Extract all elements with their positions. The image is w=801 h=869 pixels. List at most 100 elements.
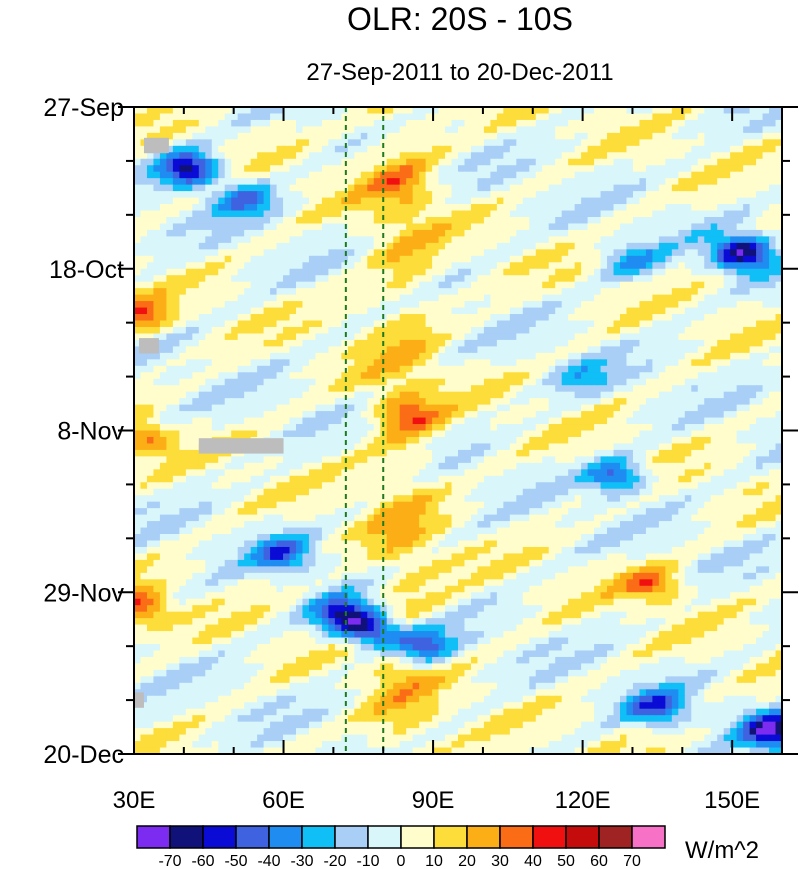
field-cell	[237, 249, 245, 257]
field-cell	[516, 404, 524, 412]
field-cell	[172, 107, 180, 115]
field-cell	[581, 275, 589, 283]
field-cell	[477, 158, 485, 166]
field-cell	[587, 314, 595, 322]
field-cell	[581, 404, 589, 412]
field-cell	[483, 424, 491, 432]
field-cell	[470, 307, 479, 315]
field-cell	[749, 359, 757, 367]
field-cell	[166, 339, 174, 347]
field-cell	[594, 132, 602, 140]
field-cell	[671, 346, 679, 354]
field-cell	[490, 294, 498, 302]
field-cell	[328, 268, 336, 276]
field-cell	[302, 417, 310, 425]
field-cell	[652, 288, 660, 296]
field-cell	[477, 385, 485, 393]
field-cell	[581, 178, 589, 186]
field-cell	[620, 378, 628, 386]
field-cell	[341, 191, 349, 199]
field-cell	[483, 165, 491, 173]
field-cell	[211, 107, 219, 115]
field-cell	[717, 424, 725, 432]
field-cell	[756, 126, 764, 134]
field-cell	[451, 378, 459, 386]
field-cell	[730, 359, 738, 367]
field-cell	[535, 424, 543, 432]
field-cell	[581, 417, 589, 425]
field-cell	[529, 275, 537, 283]
field-cell	[263, 107, 271, 115]
field-cell	[134, 158, 142, 166]
field-cell	[458, 333, 466, 341]
field-cell	[743, 391, 751, 399]
field-cell	[425, 417, 433, 425]
field-cell	[334, 339, 342, 347]
field-cell	[445, 139, 453, 147]
field-cell	[581, 223, 589, 231]
field-cell	[762, 404, 770, 412]
field-cell	[367, 171, 375, 179]
field-cell	[555, 326, 563, 335]
field-cell	[386, 216, 394, 225]
field-cell	[704, 223, 712, 231]
field-cell	[581, 385, 589, 393]
field-cell	[574, 113, 582, 121]
field-cell	[464, 113, 472, 121]
field-cell	[496, 229, 504, 237]
field-cell	[419, 411, 427, 419]
field-cell	[632, 262, 641, 270]
field-cell	[166, 145, 174, 153]
field-cell	[172, 158, 180, 166]
field-cell	[166, 352, 174, 360]
field-cell	[762, 152, 770, 160]
field-cell	[347, 275, 355, 283]
field-cell	[470, 165, 479, 173]
field-cell	[425, 385, 433, 393]
field-cell	[296, 352, 304, 360]
field-cell	[140, 197, 148, 205]
field-cell	[140, 204, 148, 212]
field-cell	[341, 326, 349, 335]
field-cell	[607, 132, 615, 140]
field-cell	[445, 275, 453, 283]
field-cell	[717, 262, 725, 270]
field-cell	[496, 184, 504, 192]
field-cell	[166, 119, 174, 128]
field-cell	[522, 424, 530, 432]
field-cell	[671, 378, 679, 386]
field-cell	[587, 119, 595, 128]
field-cell	[658, 359, 666, 367]
field-cell	[237, 268, 245, 276]
field-cell	[600, 404, 608, 412]
field-cell	[749, 132, 757, 140]
field-cell	[237, 333, 245, 341]
field-cell	[756, 301, 764, 309]
field-cell	[296, 339, 304, 347]
field-cell	[503, 210, 511, 218]
field-cell	[645, 288, 653, 296]
field-cell	[658, 119, 666, 128]
field-cell	[237, 301, 245, 309]
field-cell	[594, 184, 602, 192]
field-cell	[470, 204, 479, 212]
field-cell	[723, 424, 731, 432]
field-cell	[334, 378, 342, 386]
field-cell	[192, 229, 200, 237]
field-cell	[632, 107, 641, 115]
field-cell	[749, 204, 757, 212]
field-cell	[665, 326, 673, 335]
field-cell	[257, 191, 265, 199]
field-cell	[373, 268, 381, 276]
field-cell	[438, 165, 446, 173]
field-cell	[645, 178, 653, 186]
field-cell	[503, 113, 511, 121]
field-cell	[749, 184, 757, 192]
field-cell	[172, 339, 180, 347]
field-cell	[743, 333, 751, 341]
field-cell	[445, 165, 453, 173]
field-cell	[425, 288, 433, 296]
field-cell	[354, 314, 362, 322]
field-cell	[743, 262, 751, 270]
